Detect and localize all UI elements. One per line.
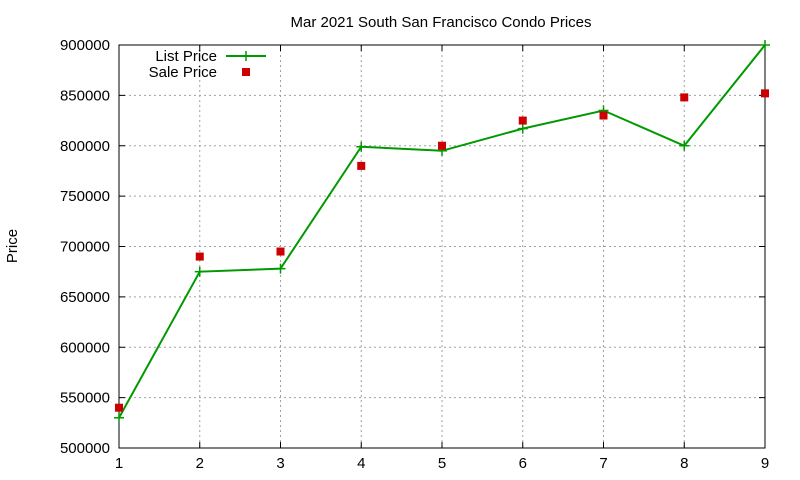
y-tick-label: 850000 xyxy=(60,87,110,104)
series-2 xyxy=(115,89,769,412)
y-tick-label: 900000 xyxy=(60,37,110,54)
y-tick-label: 650000 xyxy=(60,289,110,306)
data-point xyxy=(275,263,286,274)
x-tick-label: 8 xyxy=(680,455,688,472)
data-point xyxy=(194,266,205,277)
data-point xyxy=(761,89,769,98)
x-tick-label: 9 xyxy=(761,455,769,472)
legend-entry: List Price xyxy=(155,48,266,65)
legend-label: Sale Price xyxy=(149,64,217,81)
y-tick-label: 800000 xyxy=(60,138,110,155)
data-point xyxy=(518,116,527,125)
chart-title: Mar 2021 South San Francisco Condo Price… xyxy=(291,14,592,31)
y-tick-label: 500000 xyxy=(60,440,110,457)
legend-marker xyxy=(242,68,250,76)
grid-lines xyxy=(119,45,765,448)
data-point xyxy=(195,252,204,261)
x-tick-label: 7 xyxy=(599,455,607,472)
x-tick-label: 6 xyxy=(519,455,527,472)
data-point xyxy=(357,161,366,170)
data-point xyxy=(114,412,124,423)
data-point xyxy=(599,111,608,120)
legend-marker xyxy=(241,51,251,61)
plot-frame xyxy=(118,44,766,449)
data-series xyxy=(114,40,770,423)
data-point xyxy=(276,247,285,256)
data-point xyxy=(438,141,446,150)
x-tick-label: 5 xyxy=(438,455,446,472)
y-axis-label: Price xyxy=(4,229,21,263)
legend-label: List Price xyxy=(155,48,217,65)
legend-entry: Sale Price xyxy=(149,64,250,81)
x-tick-label: 4 xyxy=(357,455,365,472)
y-tick-label: 750000 xyxy=(60,188,110,205)
data-point xyxy=(356,141,367,152)
data-point xyxy=(760,40,770,50)
data-point xyxy=(679,140,690,151)
data-point xyxy=(115,403,123,412)
data-point xyxy=(517,123,528,134)
y-tick-label: 600000 xyxy=(60,339,110,356)
x-tick-label: 3 xyxy=(276,455,284,472)
x-tick-label: 1 xyxy=(115,455,123,472)
series-1 xyxy=(114,40,770,423)
y-tick-label: 550000 xyxy=(60,390,110,407)
y-tick-label: 700000 xyxy=(60,239,110,256)
x-tick-label: 2 xyxy=(196,455,204,472)
data-point xyxy=(680,93,689,102)
axis-ticks: 1 2 3 4 5 6 7 8 9 500000 550000 600000 650000 700000 7… xyxy=(60,37,769,472)
